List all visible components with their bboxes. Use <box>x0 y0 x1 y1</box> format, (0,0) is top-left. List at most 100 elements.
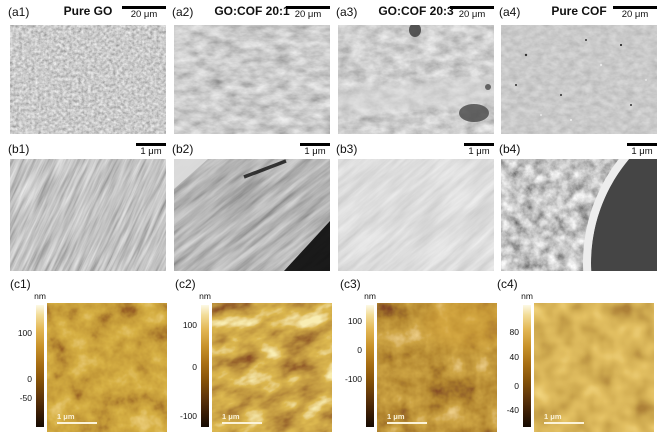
afm-scale-label: 1 μm <box>544 411 562 421</box>
scale-bar-label: 1 μm <box>304 146 326 157</box>
afm-scale-bar: 1 μm <box>57 411 97 424</box>
panel-b3-label: (b3) <box>336 142 358 156</box>
panel-b1-label: (b1) <box>8 142 30 156</box>
sem-texture <box>174 25 330 134</box>
panel-b1-header: (b1) 1 μm <box>8 141 166 163</box>
scale-bar-label: 1 μm <box>468 146 490 157</box>
scale-bar: 20 μm <box>613 6 657 20</box>
panel-a4-label: (a4) <box>499 5 521 19</box>
sem-image-b1 <box>10 159 166 271</box>
afm-colorbar-ticks: 100 0 -50 <box>10 305 34 427</box>
afm-image-c4: 1 μm <box>534 303 654 432</box>
afm-scale-label: 1 μm <box>57 411 75 421</box>
sem-texture <box>10 25 166 134</box>
colorbar-tick: 0 <box>27 374 32 385</box>
afm-scale-label: 1 μm <box>387 411 405 421</box>
afm-scale-bar: 1 μm <box>544 411 584 424</box>
panel-b4-label: (b4) <box>499 142 521 156</box>
panel-a1-label: (a1) <box>8 5 30 19</box>
sem-image-a1 <box>10 25 166 134</box>
panel-b3-header: (b3) 1 μm <box>336 141 494 163</box>
afm-colorbar-ticks: 80 40 0 -40 <box>497 305 521 427</box>
panel-c4-label: (c4) <box>497 277 518 291</box>
afm-image-c1: 1 μm <box>47 303 167 432</box>
panel-c1-label: (c1) <box>10 277 31 291</box>
sem-image-a2 <box>174 25 330 134</box>
scale-bar-line <box>464 143 494 146</box>
colorbar-unit: nm <box>521 291 533 301</box>
panel-a4-header: (a4) Pure COF 20 μm <box>499 4 657 26</box>
afm-scale-line <box>544 421 584 424</box>
colorbar-tick: -100 <box>179 411 197 422</box>
panel-a2-header: (a2) GO:COF 20:1 20 μm <box>172 4 330 26</box>
sem-image-a4 <box>501 25 657 134</box>
panel-b2-header: (b2) 1 μm <box>172 141 330 163</box>
scale-bar-label: 20 μm <box>294 9 322 20</box>
colorbar-tick: -40 <box>506 404 519 415</box>
sem-texture <box>10 159 166 271</box>
scale-bar-label: 20 μm <box>621 9 649 20</box>
panel-a2-label: (a2) <box>172 5 194 19</box>
sem-texture <box>501 159 657 271</box>
scale-bar: 1 μm <box>627 143 657 157</box>
panel-a1-header: (a1) Pure GO 20 μm <box>8 4 166 26</box>
scale-bar: 1 μm <box>136 143 166 157</box>
scale-bar-line <box>136 143 166 146</box>
afm-texture <box>534 303 654 432</box>
sem-image-b4 <box>501 159 657 271</box>
colorbar-tick: -100 <box>344 374 362 385</box>
afm-scale-line <box>387 421 427 424</box>
scale-bar-label: 20 μm <box>458 9 486 20</box>
afm-scale-line <box>222 421 262 424</box>
afm-scale-line <box>57 421 97 424</box>
panel-c2-label: (c2) <box>175 277 196 291</box>
sem-texture <box>501 25 657 134</box>
panel-b2-label: (b2) <box>172 142 194 156</box>
colorbar-unit: nm <box>34 291 46 301</box>
sem-texture <box>174 159 330 271</box>
panel-a1-title: Pure GO <box>63 4 113 18</box>
scale-bar: 20 μm <box>122 6 166 20</box>
sem-texture <box>338 25 494 134</box>
panel-c3-label: (c3) <box>340 277 361 291</box>
afm-colorbar-ticks: 100 0 -100 <box>340 305 364 427</box>
colorbar-tick: 0 <box>357 345 362 356</box>
sem-image-a3 <box>338 25 494 134</box>
scale-bar-label: 1 μm <box>631 146 653 157</box>
afm-scale-bar: 1 μm <box>222 411 262 424</box>
afm-scale-bar: 1 μm <box>387 411 427 424</box>
scale-bar-line <box>613 6 657 9</box>
afm-colorbar <box>366 305 374 427</box>
afm-texture <box>47 303 167 432</box>
panel-a3-header: (a3) GO:COF 20:3 20 μm <box>336 4 494 26</box>
colorbar-tick: 40 <box>509 352 519 363</box>
sem-image-b3 <box>338 159 494 271</box>
colorbar-unit: nm <box>364 291 376 301</box>
scale-bar-label: 1 μm <box>140 146 162 157</box>
afm-image-c3: 1 μm <box>377 303 497 432</box>
panel-a4-title: Pure COF <box>551 4 607 18</box>
afm-colorbar <box>36 305 44 427</box>
scale-bar: 1 μm <box>464 143 494 157</box>
sem-image-b2 <box>174 159 330 271</box>
afm-image-c2: 1 μm <box>212 303 332 432</box>
scale-bar-label: 20 μm <box>130 9 158 20</box>
scale-bar-line <box>122 6 166 9</box>
scale-bar: 20 μm <box>286 6 330 20</box>
scale-bar: 1 μm <box>300 143 330 157</box>
panel-a3-title: GO:COF 20:3 <box>378 4 454 18</box>
colorbar-tick: 100 <box>17 328 32 339</box>
colorbar-tick: 100 <box>182 319 197 330</box>
afm-colorbar-ticks: 100 0 -100 <box>175 305 199 427</box>
afm-colorbar <box>523 305 531 427</box>
sem-texture <box>338 159 494 271</box>
afm-texture <box>377 303 497 432</box>
colorbar-unit: nm <box>199 291 211 301</box>
panel-b4-header: (b4) 1 μm <box>499 141 657 163</box>
afm-scale-label: 1 μm <box>222 411 240 421</box>
scale-bar-line <box>627 143 657 146</box>
scale-bar: 20 μm <box>450 6 494 20</box>
panel-a3-label: (a3) <box>336 5 358 19</box>
afm-colorbar <box>201 305 209 427</box>
